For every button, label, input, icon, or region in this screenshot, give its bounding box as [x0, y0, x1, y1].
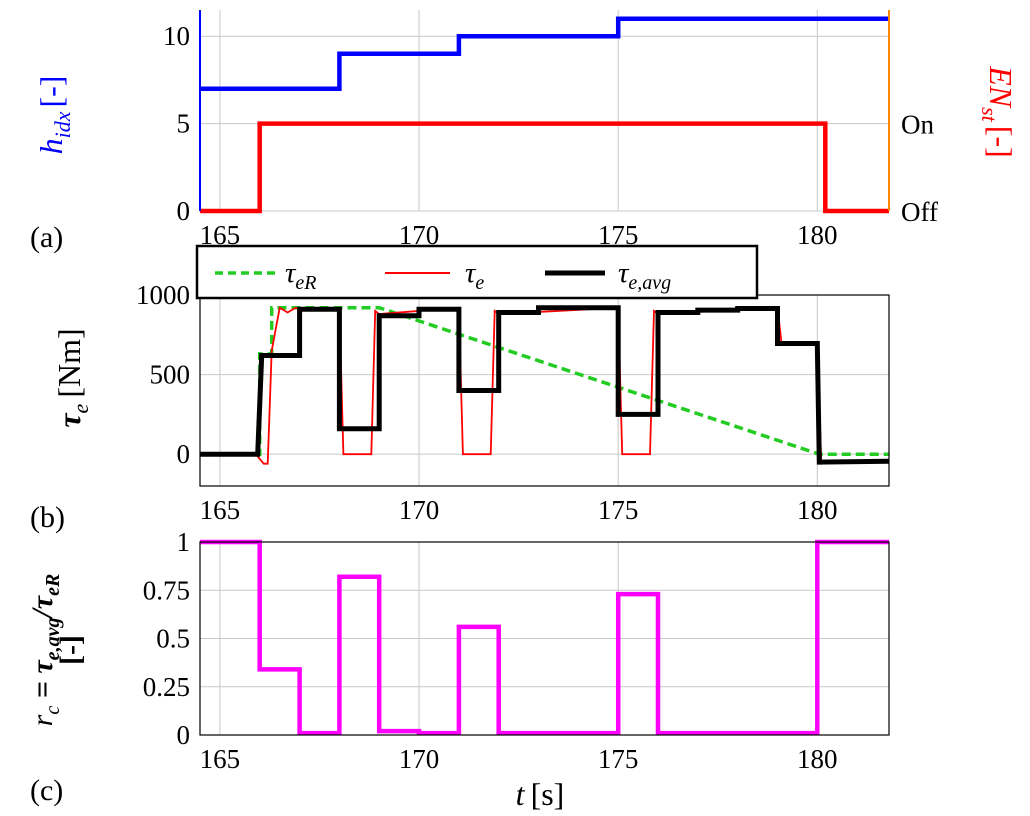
panel-c-ylabel-rest2-sub: eR [42, 574, 64, 596]
panel-b-grid [200, 294, 889, 486]
legend-label-teR-main: τ [285, 257, 297, 289]
panel-b-series-1 [200, 306, 889, 465]
panel-c-ylabel-rest2: /τ [26, 594, 59, 619]
panel-b-ytick-1: 500 [150, 360, 191, 390]
panel-c-ylabel-sub: c [42, 706, 64, 715]
panel-b-series [200, 305, 890, 465]
legend-label-teavg-main: τ [618, 257, 630, 289]
panel-c-ytick-0: 0 [177, 720, 191, 750]
panel-a-series-0 [200, 16, 889, 91]
panel-a-right-label-main: EN [983, 65, 1019, 109]
panel-b-xtick-0: 165 [200, 495, 241, 525]
panel-a-ylabel-suffix: [-] [33, 76, 69, 108]
panel-c-ylabel: rc = τe,avg/τeR [26, 574, 64, 727]
panel-a-right-label-suffix: [-] [983, 126, 1019, 158]
panel-a-y-ticks: 0 5 10 [163, 21, 190, 226]
panel-c-xtick-0: 165 [200, 744, 241, 774]
panel-a-ytick-0: 0 [177, 196, 191, 226]
panel-c-ytick-4: 1 [177, 527, 191, 557]
panel-a-series-1 [200, 121, 889, 214]
panel-a-ytick-1: 5 [177, 109, 191, 139]
panel-c-xtick-1: 170 [399, 744, 440, 774]
panel-c-series [200, 539, 889, 736]
panel-c-series-0 [200, 539, 889, 736]
panel-b-ylabel: τe [Nm] [51, 328, 93, 427]
panel-b-legend: τeR τe τe,avg [195, 244, 759, 300]
panel-c-xlabel-main: t [516, 776, 526, 812]
panel-a-right-ticks: Off On [901, 110, 938, 227]
panel-c-ylabel-main: r [26, 714, 59, 726]
legend-label-teavg: τe,avg [618, 257, 671, 294]
panel-c-xlabel: t [s] [516, 776, 565, 812]
panel-c-ytick-2: 0.5 [156, 624, 190, 654]
panel-b-x-ticks: 165 170 175 180 [200, 495, 838, 525]
panel-a-series [200, 16, 889, 214]
panel-b-ylabel-main: τ [51, 412, 87, 428]
panel-c-grid [200, 541, 889, 736]
legend-label-te: τe [465, 257, 484, 294]
panel-b-ylabel-sub: e [68, 403, 93, 413]
panel-a-ytick-2: 10 [163, 21, 190, 51]
panel-c-xtick-2: 175 [598, 744, 639, 774]
panel-b-ytick-0: 0 [177, 439, 191, 469]
panel-a-right-tick-0: Off [901, 197, 938, 227]
panel-a-grid [200, 10, 889, 212]
panel-b-ylabel-suffix: [Nm] [51, 328, 87, 397]
panel-b-xtick-3: 180 [797, 495, 838, 525]
panel-c-xlabel-suffix: [s] [531, 776, 565, 812]
legend-label-te-sub: e [475, 272, 484, 294]
legend-label-teavg-sub: e,avg [628, 272, 671, 294]
panel-a-ylabel-sub: idx [50, 111, 75, 138]
panel-b-xtick-2: 175 [598, 495, 639, 525]
legend-box [195, 244, 759, 300]
panel-c-ylabel-rest: = τ [26, 659, 59, 706]
panel-c-ytick-1: 0.25 [143, 672, 190, 702]
panel-b-series-0 [200, 305, 889, 456]
panel-c-label: (c) [30, 774, 63, 807]
panel-a-xtick-3: 180 [797, 220, 838, 250]
panel-a-label: (a) [30, 221, 63, 254]
panel-c-ytick-3: 0.75 [143, 575, 190, 605]
legend-label-te-main: τ [465, 257, 477, 289]
panel-c-y-ticks: 0 0.25 0.5 0.75 1 [143, 527, 190, 750]
panel-a-right-label: ENst [-] [977, 65, 1019, 158]
panel-c-ylabel-line2: [-] [54, 635, 87, 665]
panel-c: 0 0.25 0.5 0.75 1 165 170 175 180 rc = τe,avg/τ… [26, 527, 890, 812]
panel-b-frame [199, 294, 890, 487]
panel-b-y-ticks: 0 500 1000 [136, 280, 190, 469]
panel-c-x-ticks: 165 170 175 180 [200, 744, 838, 774]
panel-a-ylabel-main: h [33, 138, 69, 154]
panel-c-ylabel-rest-sub: e,avg [42, 618, 64, 661]
panel-b-label: (b) [30, 501, 65, 534]
legend-label-teR-sub: eR [295, 272, 316, 294]
panel-b-series-2 [200, 305, 890, 465]
panel-b-xtick-1: 170 [399, 495, 440, 525]
panel-a-right-label-sub: st [977, 107, 1002, 123]
panel-b-ytick-2: 1000 [136, 280, 190, 310]
legend-label-teR: τeR [285, 257, 316, 294]
panel-a-ylabel: hidx [-] [33, 76, 75, 155]
panel-c-xtick-3: 180 [797, 744, 838, 774]
panel-a-right-tick-1: On [901, 110, 934, 140]
panel-c-frame [199, 541, 890, 736]
